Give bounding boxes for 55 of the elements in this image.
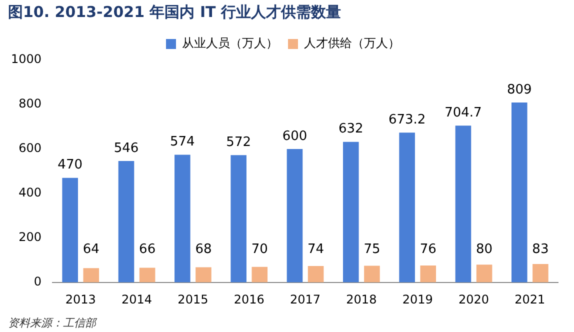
bar [511,102,528,282]
x-tick-label: 2018 [346,292,377,307]
bar [174,154,190,282]
data-label: 600 [282,128,308,144]
bar [420,266,436,282]
bar [62,178,78,282]
y-tick-label: 800 [18,96,42,111]
bar [252,266,268,282]
legend-label: 人才供给（万人） [304,36,400,50]
bar [83,268,100,282]
y-tick-label: 0 [34,274,42,289]
y-tick-label: 200 [18,230,42,244]
bar [343,142,359,282]
bar [308,266,324,282]
data-label: 574 [170,134,195,150]
data-label: 632 [338,122,364,137]
y-tick-label: 400 [18,186,42,200]
data-label: 809 [506,82,532,98]
x-tick-label: 2015 [178,292,208,307]
bar [118,160,134,282]
bar [196,267,212,282]
text: 资料来源：工信部 [8,316,98,330]
bar [455,126,472,282]
data-label: 70 [251,242,268,258]
data-label: 546 [114,140,139,156]
data-label: 704.7 [444,106,482,121]
bar [364,266,380,282]
bar [399,132,415,282]
x-tick-label: 2016 [234,292,264,307]
x-tick-label: 2017 [290,292,321,307]
data-label: 64 [82,242,100,258]
data-label: 673.2 [388,112,426,128]
data-label: 68 [195,242,212,258]
y-tick-label: 1000 [10,52,42,66]
bar [476,264,492,282]
x-tick-label: 2021 [514,292,546,307]
data-label: 83 [532,242,549,258]
y-tick-label: 600 [18,141,42,156]
data-label: 74 [308,242,324,258]
data-label: 66 [139,242,156,258]
chart-title: 图10. 2013-2021 年国内 IT 行业人才供需数量 [8,2,341,21]
x-tick-label: 2014 [122,292,152,307]
x-tick-label: 2020 [458,292,490,307]
data-label: 80 [476,242,493,258]
data-label: 572 [226,135,251,150]
data-label: 76 [420,242,436,258]
x-tick-label: 2013 [65,292,96,307]
data-label: 75 [364,242,380,258]
bar [230,155,246,282]
legend-label: 从业人员（万人） [182,36,278,50]
bar [286,148,303,282]
bar [139,268,156,282]
data-label: 470 [58,158,83,173]
x-tick-label: 2019 [402,292,433,307]
bar [532,264,548,282]
